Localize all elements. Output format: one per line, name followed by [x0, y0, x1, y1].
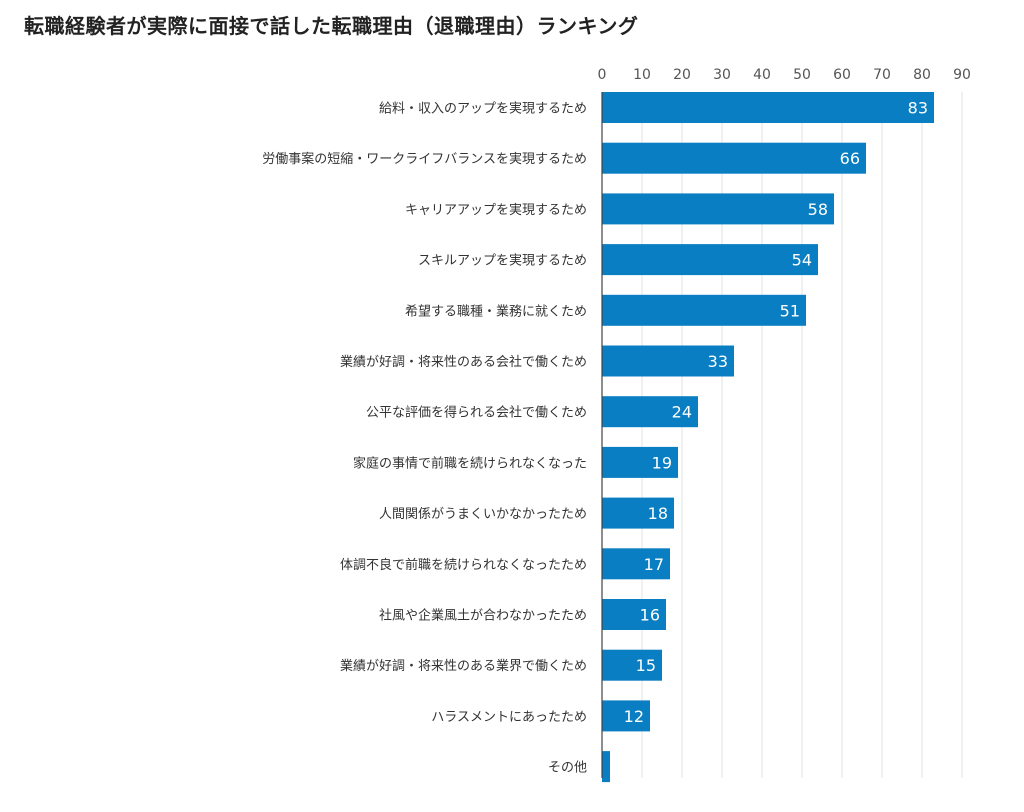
- value-label: 12: [624, 707, 644, 726]
- value-label: 66: [840, 149, 860, 168]
- value-label: 19: [652, 453, 672, 472]
- value-label: 18: [648, 504, 668, 523]
- category-label: 体調不良で前職を続けられなくなったため: [340, 557, 587, 573]
- bar: [602, 244, 818, 276]
- bar: [602, 92, 934, 123]
- bar: [602, 193, 834, 225]
- x-tick-label: 10: [633, 67, 651, 83]
- category-label: 人間関係がうまくいかなかったため: [379, 507, 587, 522]
- category-label: スキルアップを実現するため: [418, 253, 587, 269]
- bar: [602, 649, 662, 681]
- x-tick-label: 70: [873, 67, 891, 83]
- value-label: 58: [808, 200, 828, 219]
- bar: [602, 497, 674, 529]
- chart-title: 転職経験者が実際に面接で話した転職理由（退職理由）ランキング: [24, 14, 639, 38]
- category-label: キャリアアップを実現するため: [405, 202, 587, 218]
- x-tick-label: 60: [833, 67, 851, 83]
- bar: [602, 396, 698, 428]
- bar: [602, 446, 678, 478]
- x-tick-label: 0: [598, 67, 607, 83]
- category-label: ハラスメントにあったため: [431, 710, 587, 725]
- value-label: 15: [636, 656, 656, 675]
- x-tick-label: 20: [673, 67, 691, 83]
- bar: [602, 700, 650, 732]
- value-label: 51: [780, 301, 800, 320]
- category-label: 業績が好調・将来性のある業界で働くため: [340, 658, 587, 674]
- value-labels: 83 66 58 54 51 33 24 19 18 17 16 15 12 2: [594, 99, 928, 777]
- category-label: 家庭の事情で前職を続けられなくなった: [353, 455, 587, 471]
- bars: [602, 92, 934, 783]
- bar: [602, 294, 806, 326]
- bar: [602, 548, 670, 580]
- bar: [602, 599, 666, 630]
- x-tick-label: 30: [713, 67, 731, 83]
- category-labels: 給料・収入のアップを実現するため労働事案の短縮・ワークライフバランスを実現するた…: [262, 101, 587, 776]
- category-label: 給料・収入のアップを実現するため: [379, 101, 587, 117]
- x-tick-label: 50: [793, 67, 811, 83]
- value-label: 33: [708, 352, 728, 371]
- category-label: 労働事案の短縮・ワークライフバランスを実現するため: [262, 151, 587, 167]
- category-label: 公平な評価を得られる会社で働くため: [366, 405, 587, 421]
- value-label: 16: [640, 606, 660, 625]
- category-label: 希望する職種・業務に就くため: [405, 303, 587, 319]
- bar: [602, 751, 610, 783]
- x-tick-label: 40: [753, 67, 771, 83]
- bar: [602, 345, 734, 377]
- value-label: 54: [792, 251, 812, 270]
- category-label: 業績が好調・将来性のある会社で働くため: [340, 354, 587, 370]
- bar: [602, 142, 866, 174]
- value-label: 17: [644, 555, 664, 574]
- value-label: 83: [908, 99, 928, 118]
- value-label: 24: [672, 403, 692, 422]
- value-label: 2: [594, 758, 604, 777]
- x-tick-label: 80: [913, 67, 931, 83]
- category-label: 社風や企業風土が合わなかったため: [379, 608, 587, 624]
- x-tick-label: 90: [953, 67, 971, 83]
- x-axis-ticks: 0 10 20 30 40 50 60 70 80 90: [598, 67, 971, 83]
- category-label: その他: [548, 761, 587, 776]
